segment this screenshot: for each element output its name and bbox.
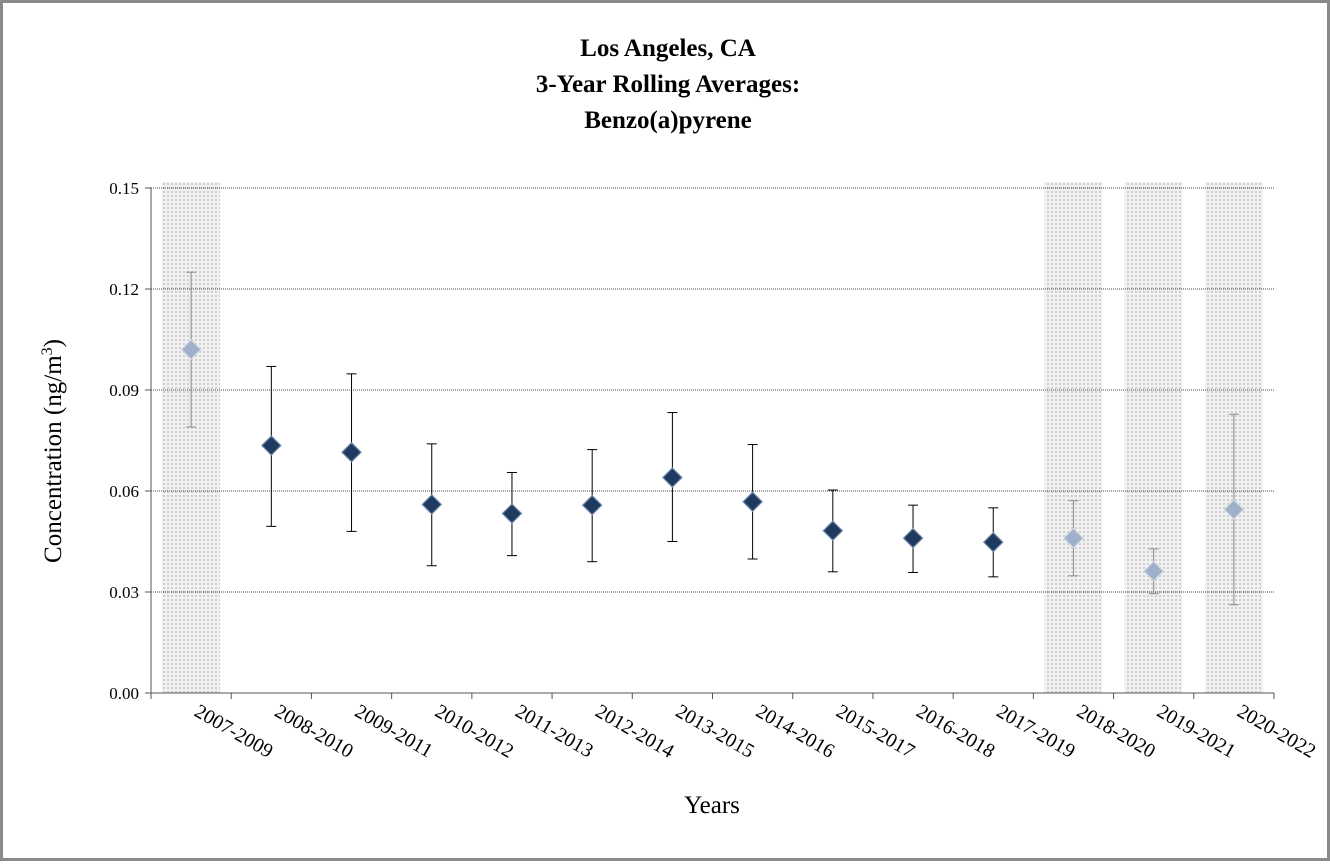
y-tick-label: 0.12: [109, 280, 139, 299]
x-tick-label: 2008-2010: [271, 700, 357, 762]
y-axis-label-main: Concentration (ng/m: [40, 355, 67, 563]
y-tick-label: 0.00: [109, 684, 139, 703]
x-tick-label: 2019-2021: [1153, 700, 1239, 762]
chart: 0.00 0.03 0.06 0.09 0.12 0.15 2007-20092008-2…: [39, 35, 1320, 819]
data-point-2014-2016: [742, 491, 763, 513]
data-point-2016-2018: [902, 527, 924, 549]
data-point-2007-2009: [180, 339, 202, 360]
data-point-2010-2012: [421, 494, 443, 515]
x-tick-label: 2010-2012: [431, 700, 517, 762]
x-tick-label: 2009-2011: [351, 700, 436, 762]
data-point-2018-2020: [1063, 527, 1084, 549]
x-tick-label: 2017-2019: [993, 700, 1079, 762]
x-axis-label: Years: [684, 792, 740, 819]
shaded-band-2007-2009: [162, 182, 221, 693]
y-tick-label: 0.06: [109, 482, 139, 501]
data-point-2008-2010: [260, 435, 282, 456]
x-tick-label: 2018-2020: [1073, 700, 1159, 762]
data-point-2019-2021: [1143, 560, 1165, 582]
shaded-band-2019-2021: [1124, 182, 1183, 693]
gridlines: [151, 187, 1274, 593]
y-tick-labels: 0.00 0.03 0.06 0.09 0.12 0.15: [109, 179, 139, 703]
x-tick-label: 2015-2017: [832, 700, 918, 762]
data-point-2015-2017: [822, 520, 844, 542]
data-point-2012-2014: [581, 494, 603, 516]
chart-title-line-3: Benzo(a)pyrene: [584, 107, 752, 134]
chart-title-line-1: Los Angeles, CA: [580, 35, 756, 62]
y-axis-label-superscript: 3: [39, 347, 56, 355]
y-axis-label-end: ): [40, 339, 67, 347]
data-point-2017-2019: [982, 531, 1004, 553]
chart-title-line-2: 3-Year Rolling Averages:: [536, 71, 800, 98]
x-tick-labels: 2007-20092008-20102009-20112010-20122011…: [191, 700, 1320, 762]
y-axis-label: Concentration (ng/m3): [39, 339, 67, 563]
y-tick-label: 0.15: [109, 179, 139, 198]
data-point-2020-2022: [1223, 499, 1245, 520]
x-tick-label: 2013-2015: [672, 700, 758, 762]
shaded-band-2018-2020: [1044, 182, 1103, 693]
x-tick-label: 2016-2018: [913, 700, 999, 762]
shaded-regions: [162, 182, 1263, 693]
data-point-2009-2011: [341, 441, 362, 463]
y-tick-label: 0.09: [109, 381, 139, 400]
data-point-2013-2015: [662, 467, 683, 488]
x-tick-label: 2007-2009: [191, 700, 277, 762]
x-tick-label: 2014-2016: [752, 700, 838, 762]
x-tick-label: 2012-2014: [592, 700, 678, 762]
y-tick-label: 0.03: [109, 583, 139, 602]
data-points: [180, 339, 1245, 582]
x-tick-label: 2020-2022: [1233, 700, 1319, 762]
x-tick-label: 2011-2013: [511, 700, 596, 762]
axes: [145, 187, 1275, 699]
data-point-2011-2013: [501, 503, 523, 524]
